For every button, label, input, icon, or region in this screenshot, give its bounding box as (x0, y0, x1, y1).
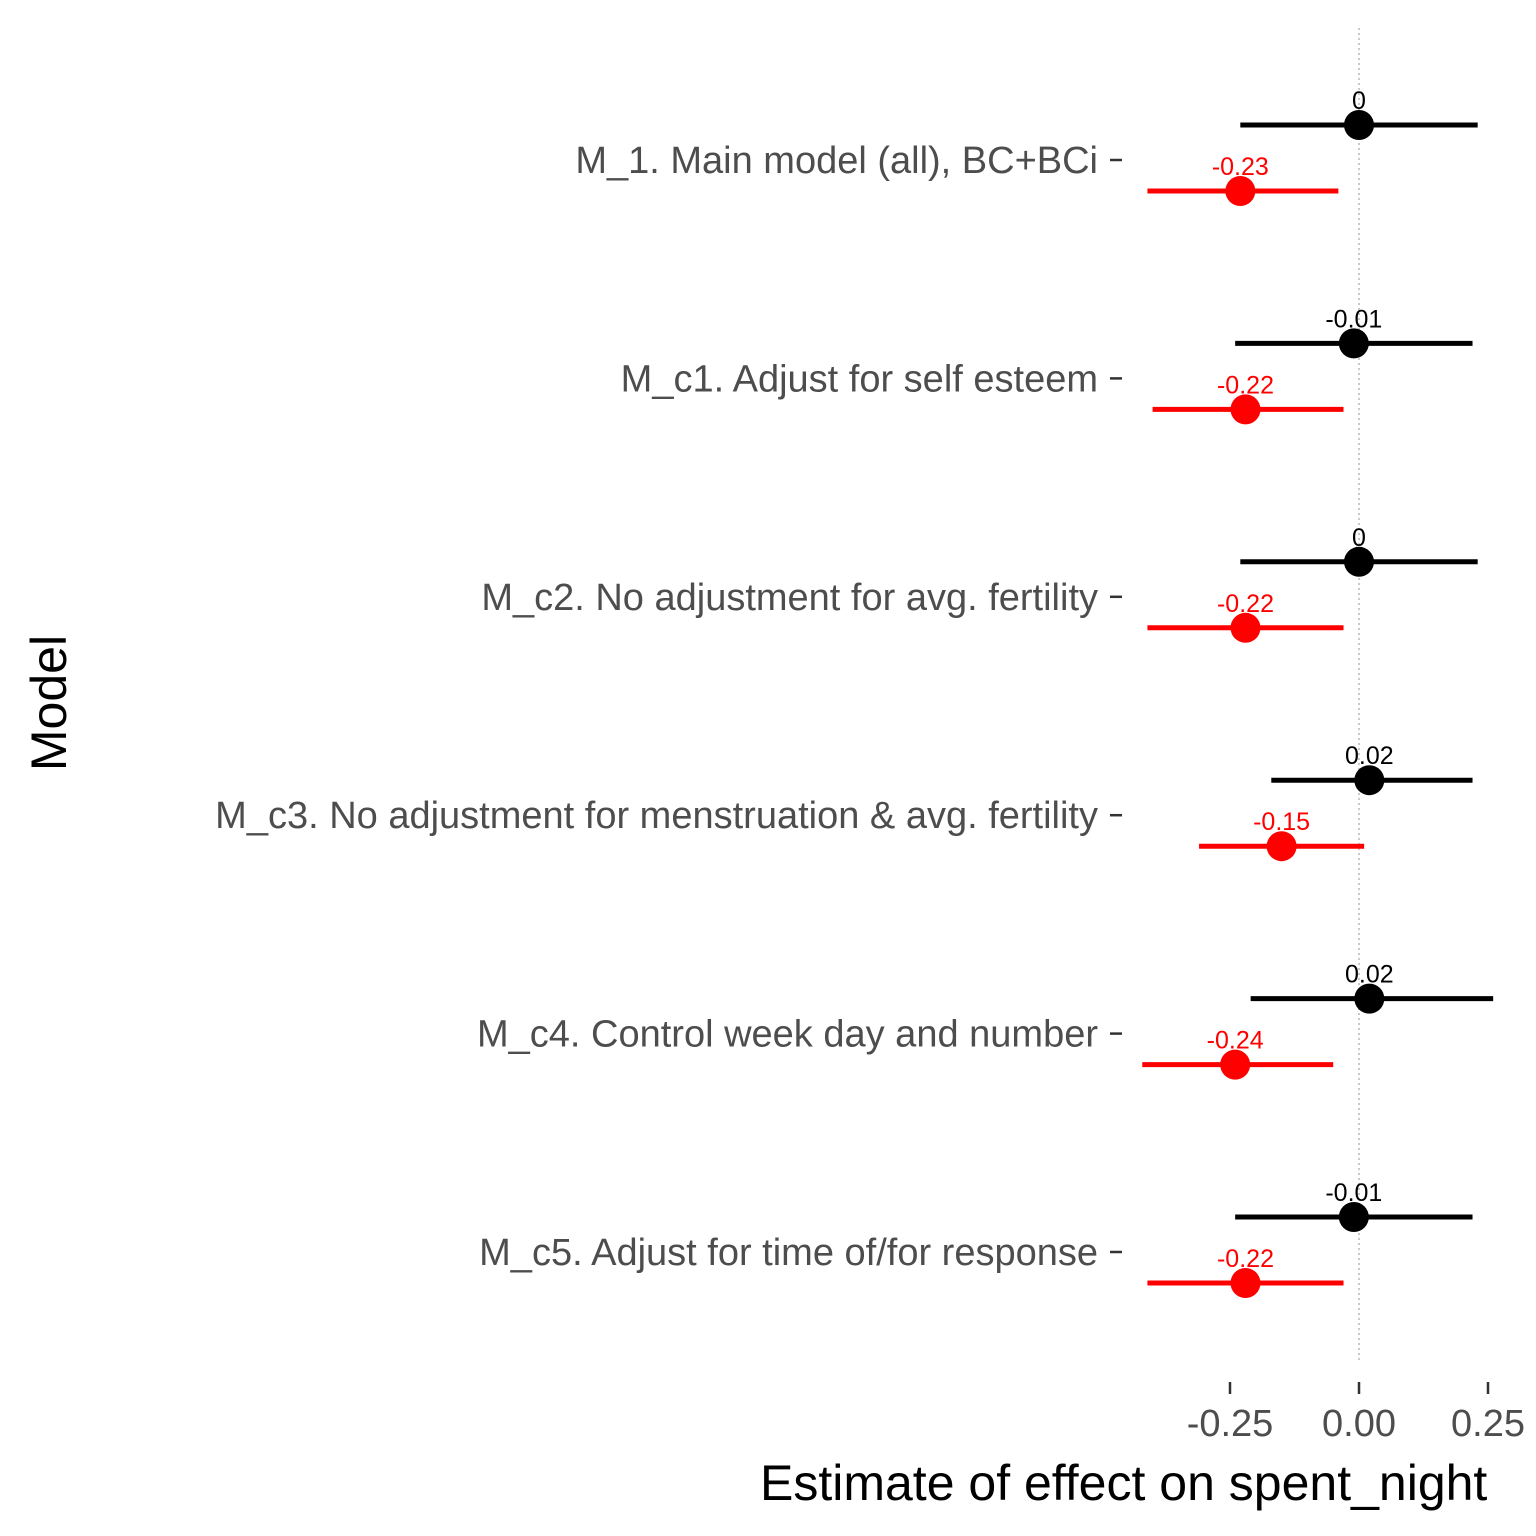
estimate-label: 0.02 (1345, 961, 1394, 989)
y-tick-label: M_c4. Control week day and number (477, 1014, 1098, 1056)
estimate-point (1225, 176, 1256, 206)
y-axis: M_1. Main model (all), BC+BCi M_c1. Adjus… (215, 140, 1122, 1274)
estimate-label: -0.24 (1207, 1027, 1264, 1055)
estimate-label: -0.15 (1253, 808, 1310, 836)
y-tick-label: M_c3. No adjustment for menstruation & a… (215, 795, 1098, 837)
x-axis: -0.25 0.00 0.25 (1187, 1382, 1525, 1445)
y-tick-label: M_c1. Adjust for self esteem (621, 358, 1098, 400)
estimate-point (1220, 1049, 1251, 1080)
estimate-marks: 0 -0.01 0 0.02 0.02 -0.01 -0.23 -0.22 -0.22 -0.15… (1142, 87, 1494, 1298)
y-tick-label: M_1. Main model (all), BC+BCi (575, 140, 1098, 182)
estimate-point (1266, 831, 1297, 862)
estimate-point (1354, 765, 1385, 796)
x-tick-label: -0.25 (1187, 1403, 1274, 1445)
estimate-label: -0.01 (1325, 1179, 1382, 1207)
estimate-label: -0.22 (1217, 590, 1274, 618)
estimate-label: 0.02 (1345, 742, 1394, 770)
estimate-label: 0 (1352, 524, 1366, 552)
y-tick-label: M_c5. Adjust for time of/for response (479, 1232, 1098, 1274)
estimate-point (1354, 983, 1385, 1014)
x-tick-label: 0.25 (1451, 1403, 1525, 1445)
estimate-label: -0.01 (1325, 305, 1382, 333)
estimate-point (1338, 1202, 1369, 1232)
estimate-point (1338, 328, 1369, 359)
y-tick-label: M_c2. No adjustment for avg. fertility (481, 577, 1098, 619)
estimate-label: 0 (1352, 87, 1366, 115)
y-axis-title: Model (21, 635, 77, 771)
estimate-point (1230, 1268, 1261, 1298)
x-axis-title: Estimate of effect on spent_night (760, 1455, 1487, 1511)
estimate-point (1344, 110, 1374, 140)
estimate-label: -0.22 (1217, 371, 1274, 399)
estimate-point (1344, 546, 1374, 577)
estimate-point (1230, 612, 1261, 643)
x-tick-label: 0.00 (1322, 1403, 1396, 1445)
estimate-label: -0.23 (1212, 153, 1269, 181)
estimate-point (1230, 394, 1261, 425)
estimate-label: -0.22 (1217, 1245, 1274, 1273)
